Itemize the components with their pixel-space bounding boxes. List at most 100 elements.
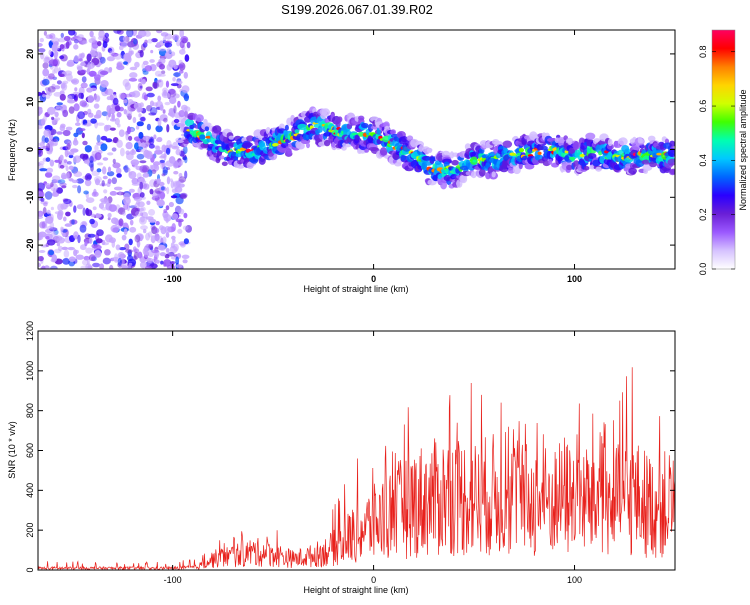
spectrogram-noise-blob — [133, 102, 142, 110]
spectrogram-noise-blob — [161, 144, 167, 153]
spectrogram-noise-blob — [100, 80, 109, 88]
spectrogram-noise-blob — [45, 147, 50, 151]
spectrogram-noise-blob — [136, 146, 144, 150]
spectrogram-noise-blob — [150, 49, 154, 54]
spectrogram-noise-blob — [149, 59, 155, 63]
spectrogram-noise-blob — [128, 262, 133, 266]
spectrogram-ridge-blob — [493, 141, 503, 146]
spectrogram-noise-blob — [171, 213, 179, 220]
spectrogram-noise-blob — [126, 30, 134, 38]
spectrogram-noise-blob — [73, 231, 79, 240]
spectrogram-noise-blob — [114, 117, 120, 125]
spectrogram-ridge-blob — [195, 114, 204, 122]
spectrogram-noise-blob — [94, 178, 101, 186]
spectrogram-noise-blob — [170, 83, 179, 87]
spectrogram-ridge-blob — [460, 174, 468, 184]
spectrogram-noise-blob — [166, 176, 171, 185]
spectrogram-noise-blob — [142, 172, 150, 178]
spectrogram-noise-blob — [179, 30, 185, 38]
spectrogram-noise-blob — [164, 101, 171, 106]
spectrogram-noise-blob — [111, 177, 118, 185]
spectrogram-noise-blob — [93, 103, 100, 109]
spectrogram-noise-blob — [80, 82, 88, 89]
spectrogram-noise-blob — [113, 186, 123, 191]
spectrogram-noise-blob — [123, 61, 128, 65]
spectrogram-noise-blob — [98, 202, 105, 209]
spectrogram-noise-blob — [42, 68, 50, 77]
spectrogram-ridge-blob — [566, 164, 573, 171]
spectrogram-noise-blob — [43, 129, 52, 137]
spectrogram-noise-blob — [51, 116, 55, 120]
spectrogram-peak-blob — [569, 156, 576, 161]
spectrogram-noise-blob — [108, 107, 116, 115]
spectrogram-noise-blob — [141, 142, 146, 148]
spectrogram-noise-blob — [163, 117, 168, 123]
spectrogram-noise-blob — [47, 145, 54, 153]
spectrogram-noise-blob — [143, 228, 147, 234]
spectrogram-noise-blob — [108, 237, 116, 244]
spectrogram-noise-blob — [179, 194, 187, 200]
spectrogram-noise-blob — [115, 244, 121, 251]
spectrogram-noise-blob — [99, 70, 109, 76]
spectrogram-noise-blob — [116, 173, 122, 178]
spectrogram-noise-blob — [89, 87, 97, 92]
spectrogram-noise-blob — [44, 183, 51, 188]
spectrogram-noise-blob — [155, 125, 163, 133]
spectrogram-noise-blob — [92, 206, 97, 211]
spectrogram-noise-blob — [53, 187, 56, 196]
spectrogram-noise-blob — [149, 100, 155, 107]
spectrogram-noise-blob — [65, 211, 71, 217]
spectrogram-noise-blob — [79, 69, 87, 74]
spectrogram-noise-blob — [118, 218, 124, 227]
spectrogram-noise-blob — [83, 159, 90, 164]
spectrogram-noise-blob — [48, 250, 54, 256]
spectrogram-noise-blob — [78, 92, 84, 99]
spectrogram-noise-blob — [126, 108, 133, 117]
spectrogram-noise-blob — [129, 219, 134, 226]
spectrogram-noise-blob — [113, 53, 123, 60]
spectrogram-noise-blob — [100, 135, 108, 141]
spectrogram-noise-blob — [90, 118, 97, 124]
spectrogram-noise-blob — [153, 164, 158, 169]
spectrogram-ridge-blob — [341, 146, 347, 151]
spectrogram-noise-blob — [160, 260, 164, 265]
spectrogram-noise-blob — [111, 217, 119, 224]
snr-y-tick-label: 400 — [25, 483, 35, 498]
spectrogram-noise-blob — [74, 87, 78, 92]
spectrogram-noise-blob — [146, 200, 151, 205]
spectrogram-noise-blob — [47, 106, 56, 115]
spectrogram-noise-blob — [51, 254, 58, 263]
spectrogram-noise-blob — [38, 212, 42, 217]
spectrogram-noise-blob — [38, 256, 44, 262]
snr-x-label: Height of straight line (km) — [303, 585, 408, 595]
spectrogram-noise-blob — [38, 162, 41, 167]
spectrogram-noise-blob — [77, 111, 85, 120]
spectrogram-noise-blob — [68, 154, 74, 159]
spectrogram-noise-blob — [123, 99, 128, 104]
spectrogram-noise-blob — [38, 182, 45, 191]
spectrogram-noise-blob — [78, 58, 83, 62]
spectrogram-noise-blob — [62, 129, 71, 137]
spectrogram-ridge-blob — [426, 147, 433, 154]
spectrogram-noise-blob — [49, 213, 54, 222]
spectrogram-noise-blob — [54, 111, 59, 118]
spectrogram-noise-blob — [169, 156, 176, 164]
spectrogram-noise-blob — [173, 170, 179, 175]
spectrogram-noise-blob — [138, 78, 142, 83]
spectrogram-noise-blob — [165, 147, 171, 155]
spectrogram-noise-blob — [163, 209, 168, 213]
spectrogram-noise-blob — [106, 56, 115, 62]
spectrogram-noise-blob — [91, 243, 98, 249]
spectrogram-noise-blob — [117, 257, 122, 267]
spectrogram-noise-blob — [184, 54, 190, 62]
spectrogram-noise-blob — [116, 139, 123, 148]
spectrogram-noise-blob — [61, 185, 67, 189]
spectrogram-noise-blob — [47, 86, 56, 93]
spectrogram-ridge-blob — [286, 148, 292, 156]
spectrogram-noise-blob — [41, 118, 46, 126]
spectrogram-noise-blob — [46, 209, 51, 215]
spectrogram-noise-blob — [94, 152, 102, 161]
spectrogram-noise-blob — [87, 112, 94, 118]
spectrogram-noise-blob — [118, 129, 125, 137]
spectrogram-noise-blob — [82, 207, 86, 216]
